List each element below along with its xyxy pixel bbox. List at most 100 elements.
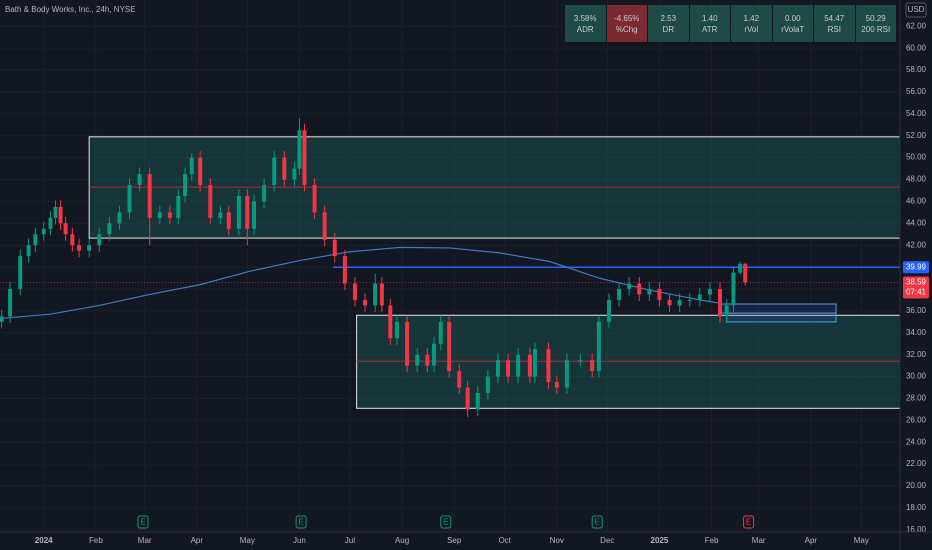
stat-value: 50.29 <box>865 13 886 23</box>
candle-body <box>189 157 194 175</box>
candle-body <box>707 288 712 295</box>
x-tick-label: Jun <box>293 536 306 545</box>
event-label: E <box>595 518 600 527</box>
candle-body <box>198 157 203 185</box>
candle-body <box>282 157 287 180</box>
candle-body <box>352 283 357 300</box>
event-label: E <box>746 518 751 527</box>
x-tick-label: Mar <box>752 536 766 545</box>
y-tick-label: 22.00 <box>906 459 927 468</box>
candle-body <box>87 245 92 251</box>
stat-value: 2.53 <box>660 13 677 23</box>
candle-body <box>447 321 452 372</box>
x-tick-label: 2024 <box>35 536 53 545</box>
currency-box[interactable] <box>905 2 927 18</box>
candle-body <box>302 130 307 185</box>
stat-label: ATR <box>702 24 718 34</box>
candle-body <box>297 130 302 169</box>
candle-body <box>495 360 500 377</box>
y-tick-label: 50.00 <box>906 153 927 162</box>
x-tick-label: Sep <box>447 536 462 545</box>
candle-body <box>26 245 31 257</box>
box <box>719 303 837 314</box>
event-badge <box>743 515 755 529</box>
candle-body <box>637 283 642 295</box>
candle-body <box>731 272 736 306</box>
last-price-tag <box>903 276 929 299</box>
event-badge <box>295 515 307 529</box>
moving-average <box>0 246 721 320</box>
candle-body <box>53 206 58 218</box>
stat-cell: 1.40 ATR <box>689 5 730 42</box>
candle-body <box>687 299 692 301</box>
candle-body <box>395 321 400 339</box>
currency[interactable]: USD <box>908 5 925 14</box>
candle-body <box>627 283 632 289</box>
stat-cell: 50.29 200 RSI <box>855 5 896 42</box>
candle-body <box>262 184 267 202</box>
candle-body <box>425 354 430 366</box>
y-tick-label: 16.00 <box>906 525 927 534</box>
candle-body <box>532 349 537 377</box>
stat-label: DR <box>662 24 675 34</box>
candle-body <box>457 371 462 388</box>
candle-body <box>379 283 384 306</box>
candle-body <box>322 212 327 240</box>
candle-body <box>432 343 437 366</box>
y-tick-label: 42.00 <box>906 240 927 249</box>
candle-body <box>252 201 257 229</box>
candle-body <box>245 195 250 229</box>
candle-body <box>738 263 743 273</box>
candle-body <box>58 206 63 224</box>
candle-body <box>606 299 611 322</box>
box <box>726 312 837 323</box>
candle-body <box>596 321 601 372</box>
event-label: E <box>140 518 145 527</box>
stat-label: RSI <box>827 24 841 34</box>
y-tick-label: 34.00 <box>906 328 927 337</box>
level-tag <box>903 261 929 274</box>
stat-cell: -4.65% %Chg <box>606 5 647 42</box>
x-tick-label: 2025 <box>651 536 669 545</box>
candle-body <box>718 288 722 317</box>
candle-body <box>272 157 277 185</box>
y-tick-label: 46.00 <box>906 197 927 206</box>
candle-body <box>590 360 595 372</box>
countdown-label: 07:41 <box>906 288 927 297</box>
candle-body <box>388 305 393 339</box>
candle-body <box>724 305 729 317</box>
candle-body <box>127 184 132 213</box>
candle-body <box>226 212 231 229</box>
y-tick-label: 36.00 <box>906 306 927 315</box>
event-label: E <box>298 518 303 527</box>
stat-label: rVolaT <box>781 24 805 34</box>
candle-body <box>617 288 622 300</box>
candle-body <box>0 316 4 322</box>
candle-body <box>485 376 490 393</box>
x-tick-label: Jul <box>345 536 355 545</box>
y-tick-label: 26.00 <box>906 415 927 424</box>
event-badge <box>440 515 452 529</box>
candle-body <box>363 299 368 306</box>
candle-body <box>33 234 38 246</box>
y-tick-label: 28.00 <box>906 394 927 403</box>
candle-body <box>415 354 420 366</box>
stat-label: %Chg <box>615 24 638 34</box>
stat-cell: 1.42 rVol <box>731 5 772 42</box>
candle-body <box>667 299 672 306</box>
candle-body <box>438 321 443 344</box>
candle-body <box>107 223 112 235</box>
stat-value: 0.00 <box>784 13 801 23</box>
candle-body <box>117 212 122 224</box>
x-tick-label: Apr <box>191 536 204 545</box>
candle-body <box>312 184 317 213</box>
price-axis-bg <box>900 0 932 550</box>
candle-body <box>236 195 241 229</box>
candle-body <box>18 256 23 289</box>
candle-body <box>48 217 53 229</box>
x-tick-label: Oct <box>498 536 511 545</box>
y-tick-label: 20.00 <box>906 481 927 490</box>
x-tick-label: May <box>240 536 255 545</box>
